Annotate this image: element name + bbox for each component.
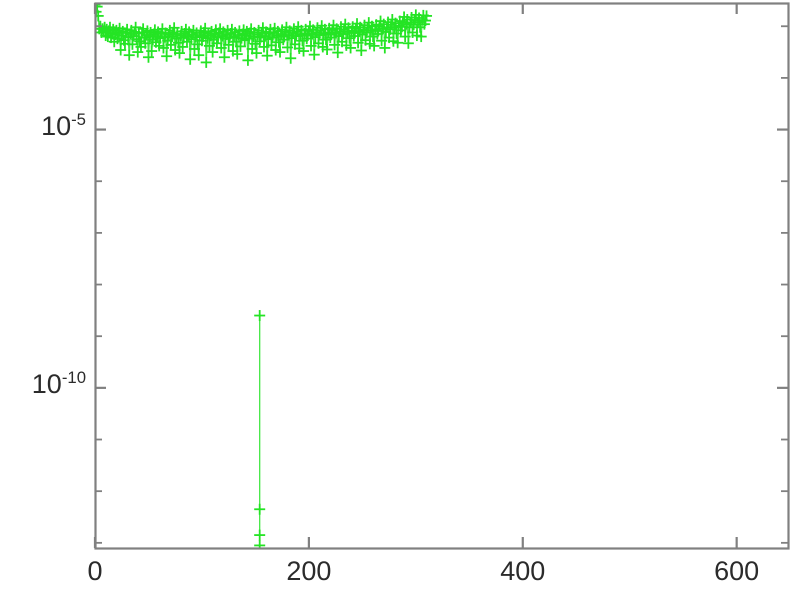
plus-marker — [368, 40, 380, 52]
plus-marker — [285, 52, 297, 64]
plus-marker — [419, 15, 431, 27]
x-axis-tick-label: 200 — [286, 556, 332, 586]
plus-marker — [250, 47, 262, 59]
plus-marker — [157, 42, 169, 54]
plus-marker — [254, 310, 266, 322]
plus-marker — [215, 42, 227, 54]
plus-marker — [392, 37, 404, 49]
plus-marker — [161, 50, 173, 62]
plus-marker — [261, 50, 273, 62]
plus-marker — [355, 45, 367, 57]
plus-marker — [223, 39, 235, 51]
plus-marker — [234, 40, 246, 52]
plus-marker — [168, 22, 180, 34]
plus-marker — [254, 503, 266, 515]
plus-marker — [146, 45, 158, 57]
axis-box — [94, 2, 790, 550]
plus-marker — [399, 31, 411, 43]
plus-marker — [242, 54, 254, 66]
plus-marker — [329, 39, 341, 51]
y-axis-tick-label: 10-5 — [41, 109, 86, 141]
plus-marker — [173, 47, 185, 59]
plus-marker — [130, 21, 142, 33]
plus-marker — [345, 42, 357, 54]
axis-frame — [93, 2, 790, 550]
plus-marker — [115, 44, 127, 56]
plus-marker — [352, 37, 364, 49]
plus-marker — [258, 41, 270, 53]
x-axis-tick-label: 0 — [87, 556, 103, 586]
plus-marker — [282, 41, 293, 53]
plus-marker — [95, 3, 103, 13]
plus-marker — [138, 32, 150, 44]
plus-marker — [193, 49, 205, 61]
plus-marker — [139, 37, 151, 49]
plus-marker — [332, 47, 344, 59]
plus-marker — [123, 49, 135, 61]
plus-marker — [321, 43, 333, 55]
plus-marker — [95, 10, 104, 22]
plus-marker — [308, 49, 320, 61]
plus-marker — [379, 42, 391, 54]
plus-marker — [376, 35, 388, 47]
plus-marker — [421, 10, 433, 22]
plus-marker — [254, 539, 266, 548]
plus-marker — [218, 51, 230, 63]
plus-marker — [184, 53, 196, 65]
plus-marker — [142, 51, 154, 63]
plus-marker — [207, 46, 219, 58]
x-axis-tick-label: 600 — [714, 556, 760, 586]
plus-marker — [200, 56, 212, 68]
plus-marker — [274, 46, 286, 58]
y-axis-tick-label: 10-10 — [31, 367, 86, 399]
plus-marker — [298, 45, 310, 57]
plus-marker — [203, 40, 215, 52]
data-series-layer — [95, 3, 433, 548]
plus-marker — [254, 529, 266, 541]
plus-marker — [415, 31, 427, 43]
plus-marker — [231, 48, 243, 60]
x-axis-tick-label: 400 — [500, 556, 546, 586]
plus-marker — [402, 37, 414, 49]
plus-marker — [305, 40, 317, 52]
